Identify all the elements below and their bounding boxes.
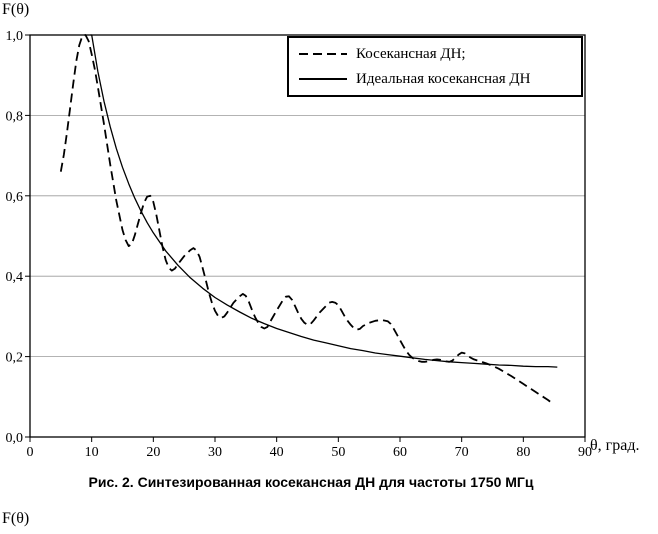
y-tick-label: 0,2	[6, 351, 24, 366]
y-tick-label: 0,0	[6, 431, 24, 446]
legend: Косекансная ДН; Идеальная косекансная ДН	[287, 36, 583, 97]
legend-item-synthesized: Косекансная ДН;	[299, 43, 571, 65]
x-tick-label: 80	[516, 445, 530, 460]
x-tick-label: 50	[331, 445, 345, 460]
x-tick-label: 60	[393, 445, 407, 460]
series-line-ideal	[90, 34, 558, 368]
legend-label-ideal: Идеальная косекансная ДН	[356, 70, 531, 87]
y-tick-label: 0,4	[6, 270, 24, 285]
y-tick-label: 1,0	[6, 29, 24, 44]
y-tick-label: 0,6	[6, 190, 24, 205]
figure-caption: Рис. 2. Синтезированная косекансная ДН д…	[88, 474, 534, 490]
dashed-line-sample-icon	[299, 53, 347, 55]
x-tick-label: 30	[208, 445, 222, 460]
x-axis-title: θ, град.	[590, 437, 640, 454]
x-tick-label: 40	[270, 445, 284, 460]
x-tick-label: 20	[146, 445, 160, 460]
x-tick-label: 90	[578, 445, 592, 460]
legend-label-synthesized: Косекансная ДН;	[356, 45, 466, 62]
chart-svg: 1,0 0,8 0,6 0,4 0,2 0,00 10 20 30 40 50 60 70 80 90	[6, 29, 593, 460]
y-axis-title: F(θ)	[2, 1, 30, 18]
legend-item-ideal: Идеальная косекансная ДН	[299, 68, 571, 90]
x-tick-label: 70	[455, 445, 469, 460]
solid-line-sample-icon	[299, 78, 347, 80]
next-figure-axis-label: F(θ)	[2, 510, 30, 527]
x-tick-label: 0	[27, 445, 34, 460]
plot-border	[29, 34, 586, 438]
x-tick-label: 10	[85, 445, 99, 460]
y-tick-label: 0,8	[6, 109, 24, 124]
chart-area: 1,0 0,8 0,6 0,4 0,2 0,0 0 10 20 30 40 50 60 70 80 90 F(…	[2, 1, 640, 460]
